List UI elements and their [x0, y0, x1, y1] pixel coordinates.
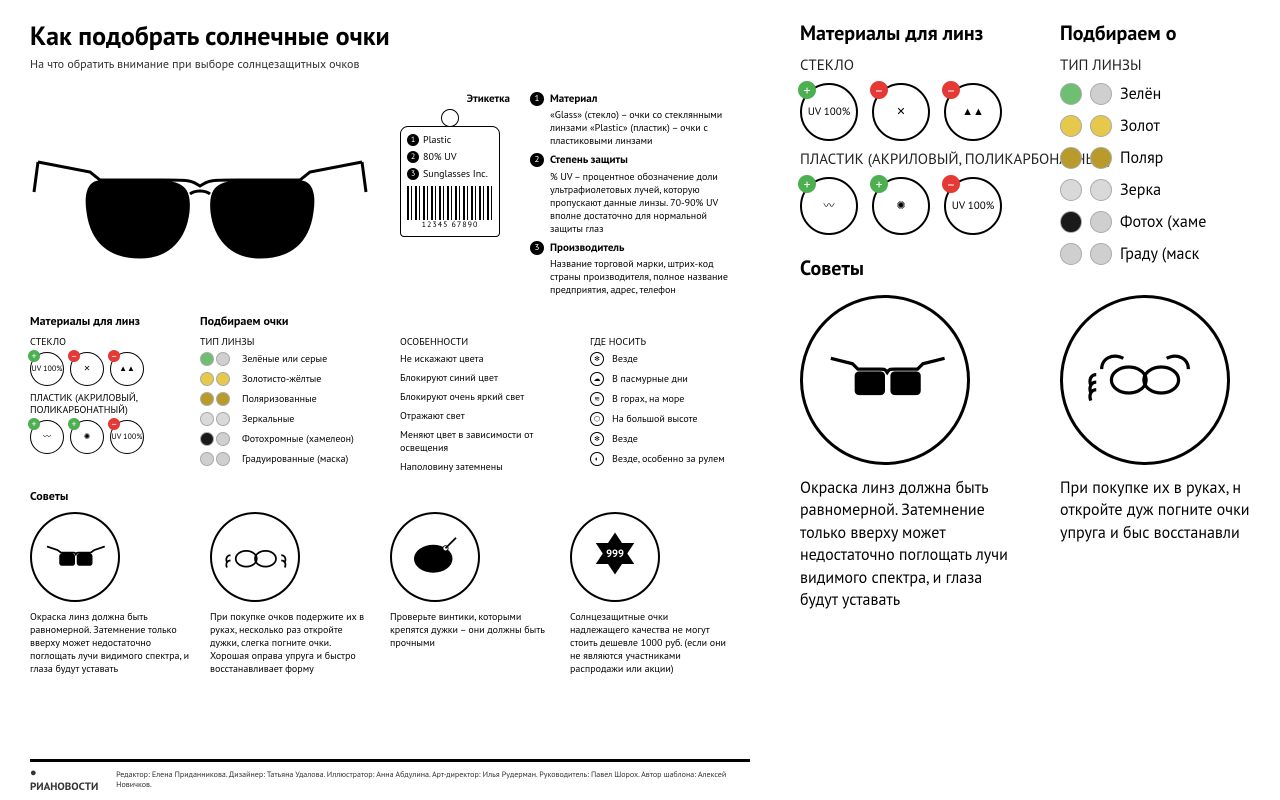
- tip-item: Проверьте винтики, которыми крепятся дуж…: [390, 512, 550, 675]
- hero-section: Этикетка 1Plastic 280% UV 3Sunglasses In…: [30, 82, 750, 302]
- lens-type-row: Граду (маск: [1060, 243, 1280, 265]
- lens-type-row: Зелён: [1060, 83, 1280, 105]
- tip-icon-flex: [1060, 295, 1230, 465]
- material-icon: UV 100%+: [30, 352, 64, 386]
- tag-heading: Этикетка: [380, 92, 520, 106]
- page-title: Как подобрать солнечные очки: [30, 20, 750, 53]
- lens-type-column: Подбираем очки ТИП ЛИНЗЫ Зелёные или сер…: [200, 314, 380, 479]
- lens-type-row: Зерка: [1060, 179, 1280, 201]
- material-icon: ✺+: [70, 420, 104, 454]
- tip-item: 999Солнцезащитные очки надлежащего качес…: [570, 512, 730, 675]
- label-tag-column: Этикетка 1Plastic 280% UV 3Sunglasses In…: [380, 82, 520, 302]
- tip-icon: 999: [570, 512, 660, 602]
- tips-zoom: Советы Окраска линз должна быть равномер…: [800, 255, 1280, 611]
- material-icon: UV 100%–: [110, 420, 144, 454]
- lens-type-zoom: Подбираем о ТИП ЛИНЗЫ ЗелёнЗолотПолярЗер…: [1060, 20, 1280, 275]
- material-icon: ✕–: [872, 83, 930, 141]
- material-icon: 〰+: [800, 177, 858, 235]
- tip-icon: [390, 512, 480, 602]
- tip-icon: [210, 512, 300, 602]
- svg-text:999: 999: [606, 546, 624, 560]
- tips-section: Советы Окраска линз должна быть равномер…: [30, 489, 750, 675]
- lens-type-row: Золот: [1060, 115, 1280, 137]
- material-icon: ▲▲–: [944, 83, 1002, 141]
- material-icon: 〰+: [30, 420, 64, 454]
- credits: Редактор: Елена Приданникова. Дизайнер: …: [116, 770, 750, 790]
- lens-type-row: Фотох (хаме: [1060, 211, 1280, 233]
- tip-item: При покупке очков подержите их в руках, …: [210, 512, 370, 675]
- page-subtitle: На что обратить внимание при выборе солн…: [30, 57, 750, 72]
- legend-column: 1Материал«Glass» (стекло) – очки со стек…: [530, 82, 740, 302]
- materials-column: Материалы для линз СТЕКЛО UV 100%+✕–▲▲– …: [30, 314, 180, 479]
- ria-logo: ● РИАНОВОСТИ: [30, 766, 106, 794]
- infographic-zoom: Материалы для линз СТЕКЛО UV 100%+✕–▲▲– …: [780, 0, 1280, 800]
- barcode-icon: [407, 186, 493, 220]
- tip-icon: [30, 512, 120, 602]
- material-icon: UV 100%–: [944, 177, 1002, 235]
- sunglasses-illustration: [30, 82, 370, 302]
- product-tag: 1Plastic 280% UV 3Sunglasses Inc. 12345 …: [400, 126, 500, 237]
- features-column: ОСОБЕННОСТИ Не искажают цветаБлокируют с…: [400, 314, 570, 479]
- infographic-main: Как подобрать солнечные очки На что обра…: [0, 0, 780, 800]
- tip-icon-tint: [800, 295, 970, 465]
- lens-type-row: Поляр: [1060, 147, 1280, 169]
- material-icon: ✺+: [872, 177, 930, 235]
- material-icon: ✕–: [70, 352, 104, 386]
- footer: ● РИАНОВОСТИ Редактор: Елена Приданников…: [30, 759, 750, 794]
- material-icon: ▲▲–: [110, 352, 144, 386]
- middle-section: Материалы для линз СТЕКЛО UV 100%+✕–▲▲– …: [30, 314, 750, 479]
- material-icon: UV 100%+: [800, 83, 858, 141]
- where-column: ГДЕ НОСИТЬ ✻Везде☁В пасмурные дни≋В гора…: [590, 314, 740, 479]
- tip-item: Окраска линз должна быть равномерной. За…: [30, 512, 190, 675]
